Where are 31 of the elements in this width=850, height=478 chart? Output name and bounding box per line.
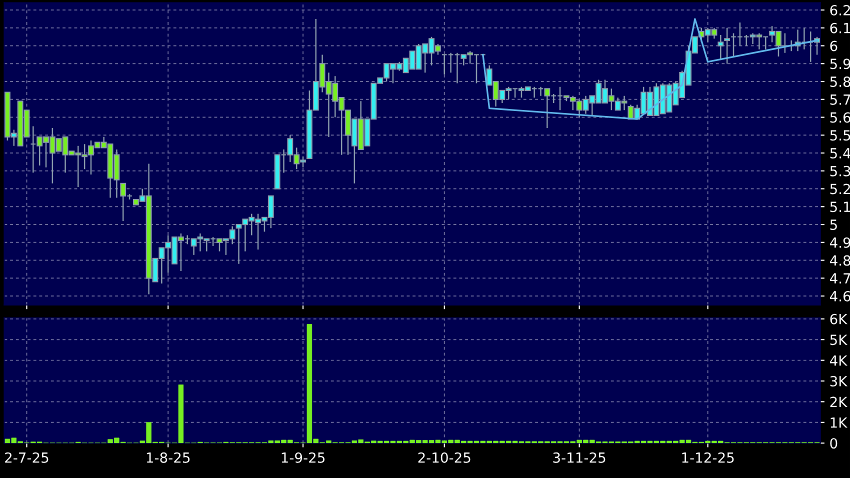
y-tick-label: 6 (830, 40, 838, 52)
candlestick (718, 34, 724, 61)
x-tick-label: 1-9-25 (282, 452, 324, 463)
y-tick-label: 5 (830, 220, 837, 230)
y-tick-label: 4.8 (830, 255, 850, 266)
y-tick-label: 5.1 (830, 202, 850, 212)
y-tick-label: 5.7 (830, 94, 850, 105)
y-tick-label: 5.9 (830, 58, 850, 70)
y-tick-label: 3K (830, 376, 848, 386)
y-tick-label: 0 (830, 438, 838, 449)
y-tick-label: 6K (830, 314, 848, 324)
y-tick-label: 5K (830, 334, 848, 346)
x-tick-label: 3-11-25 (553, 452, 606, 463)
y-tick-label: 5.2 (830, 184, 850, 194)
y-tick-label: 6.1 (830, 22, 850, 34)
y-tick-label: 6.2 (830, 4, 850, 16)
x-tick-label: 2-10-25 (418, 452, 470, 463)
x-tick-label: 1-8-25 (146, 452, 190, 463)
y-tick-label: 5.6 (830, 112, 850, 123)
y-tick-label: 4.9 (830, 237, 850, 248)
candlestick (724, 27, 730, 64)
x-tick-label: 2-7-25 (5, 452, 48, 463)
y-tick-label: 4.7 (830, 273, 850, 284)
y-tick-label: 1K (830, 418, 848, 428)
y-tick-label: 2K (830, 396, 848, 407)
y-tick-label: 5.8 (830, 76, 850, 87)
x-tick-label: 1-12-25 (682, 452, 734, 463)
y-tick-label: 4K (830, 355, 848, 366)
y-tick-label: 4.6 (830, 290, 850, 302)
y-tick-label: 5.5 (830, 130, 850, 141)
y-tick-label: 5.3 (830, 166, 850, 176)
